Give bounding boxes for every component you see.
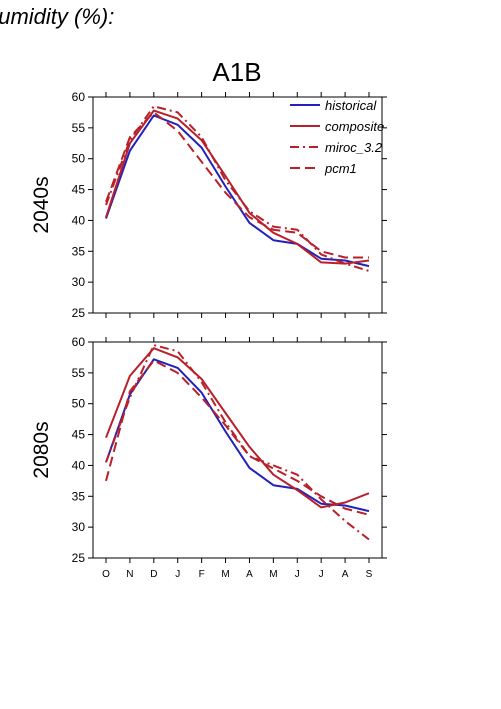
month-label-6: A xyxy=(246,569,253,580)
figure-heading: humidity (%): xyxy=(0,4,115,29)
panel-2040s-ytick-label-40: 40 xyxy=(72,213,86,227)
month-label-4: F xyxy=(199,569,205,580)
panel-2040s-frame xyxy=(92,96,383,314)
month-label-7: M xyxy=(269,569,277,580)
panel-2080s-ytick-label-45: 45 xyxy=(72,428,86,442)
legend-label-pcm1: pcm1 xyxy=(324,161,357,176)
month-label-5: M xyxy=(221,569,229,580)
month-label-3: J xyxy=(175,569,180,580)
month-label-1: N xyxy=(126,569,133,580)
panel-2080s-series-historical xyxy=(105,358,370,513)
panel-2040s-series-historical xyxy=(105,114,370,268)
panel-2040s-ytick-label-30: 30 xyxy=(72,275,86,289)
panel-2040s-ytick-label-25: 25 xyxy=(72,306,86,320)
panel-2040s-ytick-label-35: 35 xyxy=(72,244,86,258)
panel-2080s-ytick-label-60: 60 xyxy=(72,335,86,349)
panel-2080s-ytick-label-40: 40 xyxy=(72,458,86,472)
panel-2080s-ytick-label-35: 35 xyxy=(72,489,86,503)
panel-2080s-ytick-label-50: 50 xyxy=(72,397,86,411)
panel-2040s-ytick-label-50: 50 xyxy=(72,152,86,166)
month-label-0: O xyxy=(102,569,110,580)
month-label-8: J xyxy=(295,569,300,580)
legend-label-composite: composite xyxy=(325,119,384,134)
panel-2080s-ytick-label-30: 30 xyxy=(72,520,86,534)
panel-2040s-series-miroc-3-2 xyxy=(105,105,370,272)
panel-2040s-series-pcm1 xyxy=(105,111,369,259)
legend-label-miroc-3-2: miroc_3.2 xyxy=(325,140,383,155)
month-label-9: J xyxy=(319,569,324,580)
panel-2040s-row-label: 2040s xyxy=(30,176,53,233)
month-label-11: S xyxy=(366,569,373,580)
panel-2080s-row-label: 2080s xyxy=(30,421,53,478)
panel-2080s-frame xyxy=(92,341,383,559)
panel-2080s-ytick-label-25: 25 xyxy=(72,551,86,565)
month-label-10: A xyxy=(342,569,349,580)
panel-2080s-ytick-label-55: 55 xyxy=(72,366,86,380)
panel-2080s-series-pcm1 xyxy=(105,359,370,516)
panel-2040s-ytick-label-60: 60 xyxy=(72,90,86,104)
chart-title: A1B xyxy=(212,57,261,87)
month-label-2: D xyxy=(150,569,157,580)
panel-2040s-ytick-label-55: 55 xyxy=(72,121,86,135)
panel-2080s-series-miroc-3-2 xyxy=(105,344,370,541)
legend-label-historical: historical xyxy=(325,98,377,113)
panel-2040s-ytick-label-45: 45 xyxy=(72,183,86,197)
